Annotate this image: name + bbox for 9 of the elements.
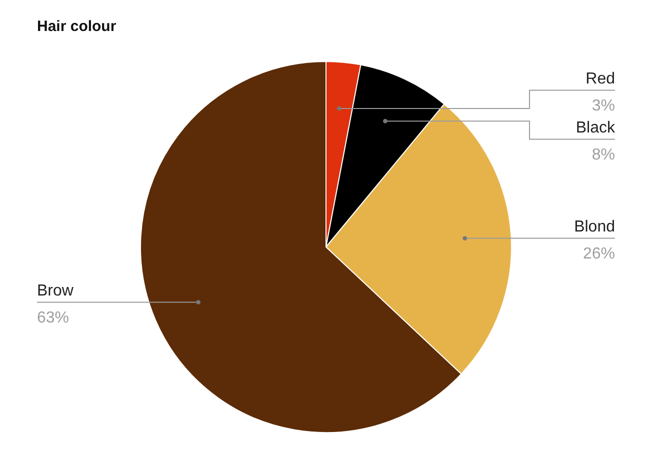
slice-label: Black [576,119,616,136]
slice-label: Red [586,70,615,88]
chart-title: Hair colour [37,18,116,35]
data-label: 63% [37,309,70,326]
data-label: 8% [592,146,615,164]
slice-label: Brow [37,282,74,300]
data-label: 26% [582,245,615,262]
data-label: 3% [592,97,615,114]
slice-label: Blond [574,218,615,236]
